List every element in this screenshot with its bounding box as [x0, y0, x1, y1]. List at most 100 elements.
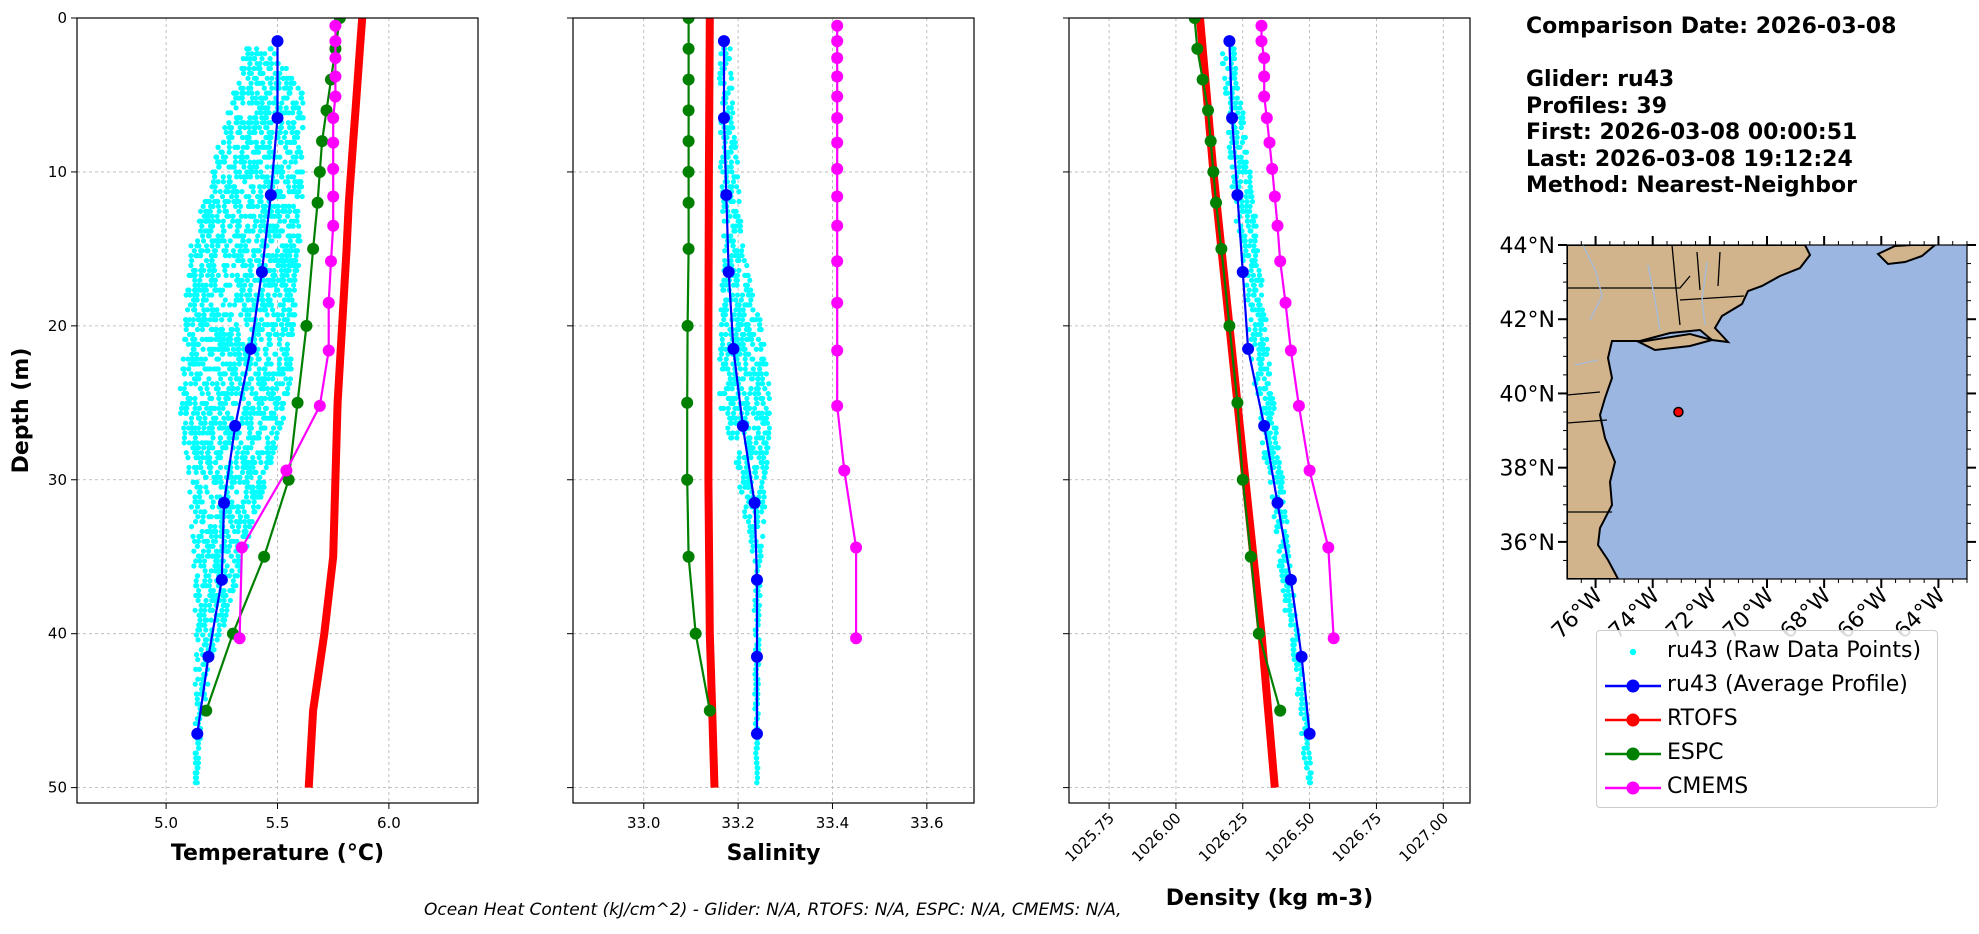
raw-point — [266, 341, 272, 347]
raw-point — [261, 302, 268, 308]
raw-point — [1238, 124, 1244, 131]
raw-point — [293, 208, 299, 214]
raw-point — [246, 469, 252, 475]
raw-point — [733, 208, 739, 214]
raw-point — [295, 115, 301, 121]
series-point-glider — [244, 342, 257, 355]
raw-point — [208, 228, 214, 234]
raw-point — [183, 420, 189, 426]
raw-point — [1285, 587, 1291, 594]
raw-point — [238, 312, 244, 318]
raw-point — [245, 297, 251, 303]
raw-point — [192, 780, 198, 786]
raw-point — [265, 356, 272, 362]
raw-point — [246, 400, 252, 407]
raw-point — [291, 189, 297, 195]
raw-point — [1237, 115, 1244, 121]
raw-point — [204, 543, 210, 549]
raw-point — [227, 282, 233, 288]
raw-point — [196, 415, 202, 421]
raw-point — [265, 376, 271, 382]
raw-point — [192, 775, 199, 781]
raw-point — [734, 435, 740, 441]
raw-point — [763, 405, 769, 411]
x-axis-label: Density (kg m-3) — [1166, 886, 1374, 911]
raw-point — [221, 587, 227, 594]
raw-point — [232, 189, 238, 195]
raw-point — [732, 297, 739, 303]
raw-point — [279, 282, 285, 288]
raw-point — [288, 356, 294, 362]
raw-point — [1258, 282, 1264, 288]
raw-point — [275, 317, 282, 323]
raw-point — [229, 474, 235, 480]
raw-point — [241, 410, 247, 416]
raw-point — [748, 538, 754, 544]
raw-point — [1233, 218, 1239, 224]
raw-point — [236, 356, 242, 362]
raw-point — [280, 193, 286, 200]
raw-point — [718, 351, 725, 357]
raw-point — [247, 430, 253, 436]
raw-point — [187, 489, 193, 495]
raw-point — [192, 425, 198, 431]
raw-point — [254, 238, 260, 244]
raw-point — [209, 243, 215, 249]
raw-point — [295, 233, 301, 239]
raw-point — [188, 243, 194, 249]
raw-point — [1267, 390, 1274, 397]
raw-point — [192, 361, 198, 367]
raw-point — [298, 90, 304, 96]
raw-point — [1239, 139, 1246, 145]
raw-point — [294, 248, 301, 254]
raw-point — [1301, 716, 1307, 722]
raw-point — [263, 405, 269, 411]
raw-point — [244, 154, 250, 160]
raw-point — [193, 691, 200, 697]
raw-point — [227, 336, 234, 342]
raw-point — [752, 371, 758, 377]
series-point-espc — [682, 42, 695, 55]
raw-point — [1253, 277, 1259, 283]
raw-point — [754, 740, 761, 746]
raw-point — [266, 179, 272, 185]
raw-point — [217, 410, 223, 416]
raw-point — [1267, 479, 1274, 485]
raw-point — [255, 484, 261, 490]
raw-point — [269, 445, 275, 451]
raw-point — [196, 494, 203, 500]
raw-point — [254, 90, 260, 96]
raw-point — [210, 218, 216, 224]
raw-point — [242, 523, 248, 530]
raw-point — [725, 405, 731, 411]
raw-point — [228, 519, 234, 525]
raw-point — [287, 376, 294, 382]
raw-point — [204, 538, 211, 544]
raw-point — [234, 376, 240, 382]
series-point-glider — [264, 189, 277, 202]
raw-point — [255, 371, 262, 377]
raw-point — [228, 538, 234, 544]
raw-point — [736, 307, 743, 313]
series-point-espc — [316, 135, 329, 148]
raw-point — [289, 129, 295, 136]
raw-point — [213, 568, 220, 574]
map-lat-label: 42°N — [1500, 308, 1555, 333]
raw-point — [726, 85, 732, 91]
raw-point — [181, 386, 187, 392]
raw-point — [743, 504, 749, 510]
raw-point — [1263, 317, 1269, 323]
raw-point — [241, 248, 248, 254]
raw-point — [242, 282, 248, 288]
raw-point — [258, 292, 264, 298]
raw-point — [755, 386, 761, 392]
series-point-espc — [681, 319, 694, 332]
raw-point — [292, 277, 298, 283]
raw-point — [1242, 243, 1248, 249]
raw-point — [728, 257, 734, 264]
raw-point — [215, 179, 221, 185]
raw-point — [214, 218, 220, 224]
raw-point — [217, 159, 223, 165]
raw-point — [198, 464, 204, 471]
raw-point — [235, 257, 241, 264]
